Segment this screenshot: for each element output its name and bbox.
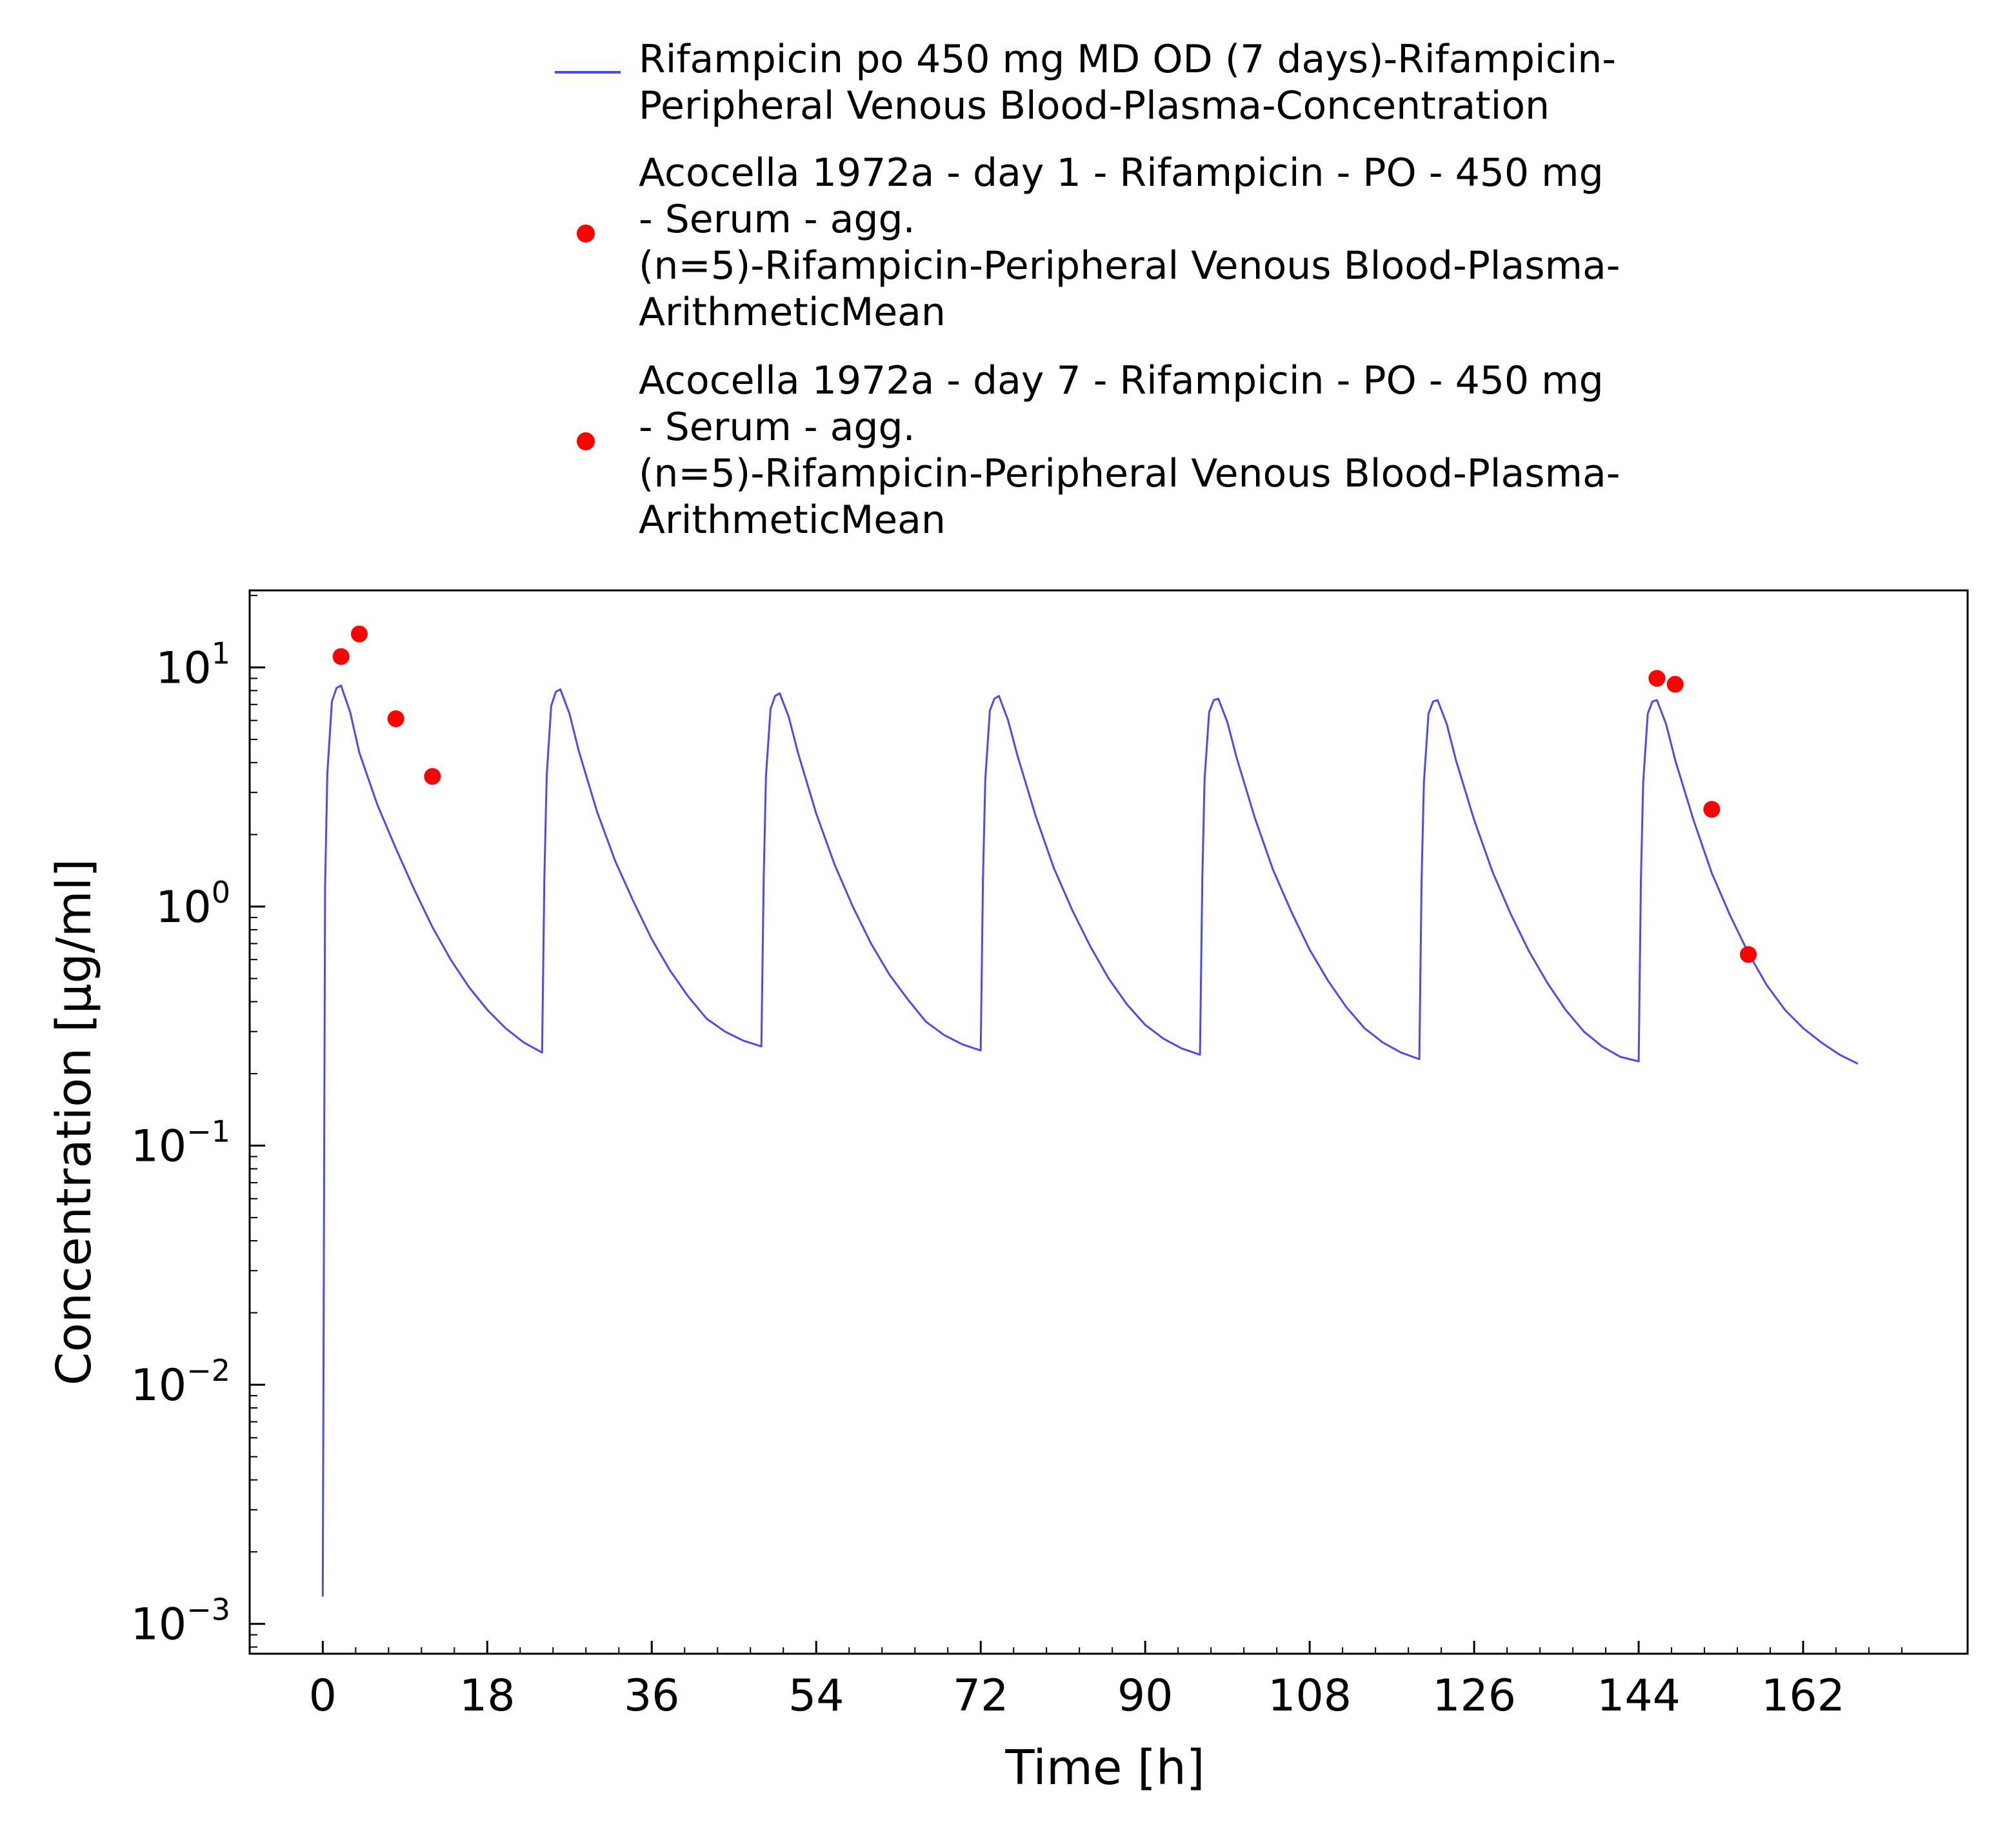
x-tick-label: 54 <box>788 1670 844 1721</box>
legend-label-line: Acocella 1972a - day 1 - Rifampicin - PO… <box>639 150 1604 196</box>
x-tick-label: 144 <box>1597 1670 1681 1721</box>
x-tick-label: 108 <box>1268 1670 1352 1721</box>
y-tick-label: 101 <box>155 636 230 694</box>
data-point-series-2 <box>1666 676 1684 693</box>
x-tick-label: 72 <box>953 1670 1009 1721</box>
legend-label-line: Acocella 1972a - day 7 - Rifampicin - PO… <box>639 358 1604 403</box>
legend-label-line: (n=5)-Rifampicin-Peripheral Venous Blood… <box>639 451 1620 496</box>
data-point-series-1 <box>350 625 368 643</box>
y-tick-label: 10−3 <box>131 1592 230 1650</box>
data-point-series-1 <box>424 768 441 785</box>
legend-label-line: Rifampicin po 450 mg MD OD (7 days)-Rifa… <box>639 37 1616 82</box>
y-tick-label: 10−1 <box>131 1114 230 1172</box>
x-tick-label: 126 <box>1432 1670 1516 1721</box>
legend-label-line: ArithmeticMean <box>639 290 946 335</box>
data-point-series-1 <box>332 648 350 665</box>
legend-entry-day1: Acocella 1972a - day 1 - Rifampicin - PO… <box>577 150 1620 335</box>
series-line-simulation <box>321 685 1859 1597</box>
x-tick-label: 18 <box>459 1670 515 1721</box>
y-tick-label: 100 <box>155 875 230 933</box>
x-axis: 0 18 36 54 72 90 108 126 144 162 <box>309 1641 1903 1721</box>
plot-area-frame <box>248 589 1969 1655</box>
y-axis-label: Concentration [µg/ml] <box>46 859 102 1385</box>
legend-label-line: (n=5)-Rifampicin-Peripheral Venous Blood… <box>639 243 1620 288</box>
legend-entry-simulation: Rifampicin po 450 mg MD OD (7 days)-Rifa… <box>555 37 1616 128</box>
x-tick-label: 0 <box>309 1670 337 1721</box>
legend-marker-swatch <box>577 432 595 450</box>
legend-label-line: - Serum - agg. <box>639 197 915 242</box>
y-tick-label: 10−2 <box>131 1353 230 1411</box>
x-tick-label: 36 <box>624 1670 680 1721</box>
x-tick-label: 162 <box>1761 1670 1845 1721</box>
data-point-series-1 <box>387 710 404 727</box>
y-axis: 101 100 10−1 10−2 10−3 <box>131 594 265 1650</box>
x-axis-label: Time [h] <box>1004 1740 1204 1796</box>
data-point-series-2 <box>1648 670 1666 687</box>
legend-marker-swatch <box>577 225 595 243</box>
plot-data <box>321 625 1859 1597</box>
data-point-series-2 <box>1740 946 1757 963</box>
legend-label-line: ArithmeticMean <box>639 497 946 543</box>
x-tick-label: 90 <box>1117 1670 1173 1721</box>
legend-label-line: - Serum - agg. <box>639 405 915 450</box>
legend: Rifampicin po 450 mg MD OD (7 days)-Rifa… <box>555 37 1620 543</box>
legend-label-line: Peripheral Venous Blood-Plasma-Concentra… <box>639 83 1550 128</box>
data-point-series-2 <box>1703 801 1721 818</box>
legend-entry-day7: Acocella 1972a - day 7 - Rifampicin - PO… <box>577 358 1620 543</box>
